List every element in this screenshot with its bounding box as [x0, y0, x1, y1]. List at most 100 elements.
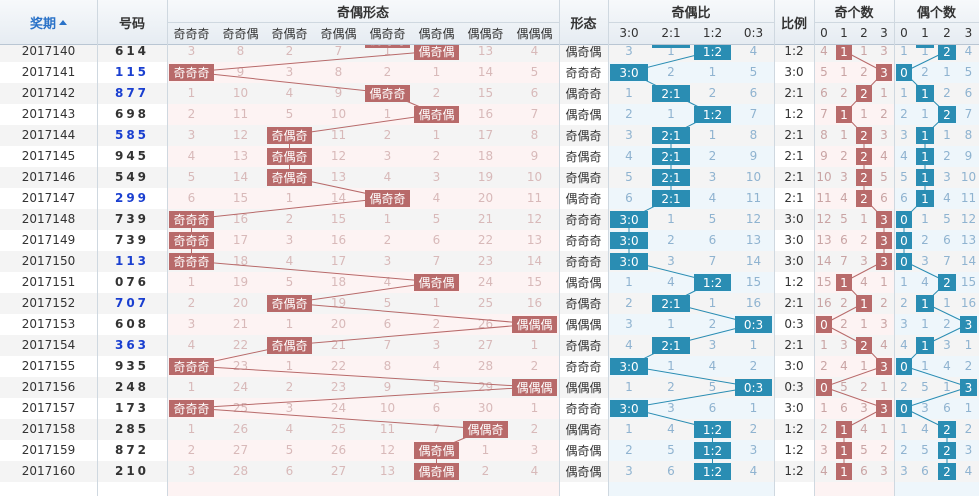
- odd-count-omission: 3: [880, 317, 888, 331]
- even-count-highlight: 2: [938, 274, 956, 291]
- even-count-highlight: 1: [916, 190, 934, 207]
- even-count-omission: 13: [960, 233, 977, 247]
- ratio-omission-value: 4: [667, 422, 675, 436]
- odd-count-omission: 5: [880, 170, 888, 184]
- period-cell: 2017151: [21, 275, 76, 289]
- odd-count-omission: 1: [860, 359, 868, 373]
- omission-value: 21: [330, 338, 347, 352]
- odd-count-omission: 1: [880, 86, 888, 100]
- omission-value: 9: [236, 65, 245, 79]
- odd-count-highlight: 3: [876, 358, 892, 375]
- period-cell: 2017146: [21, 170, 76, 184]
- omission-value: 1: [285, 359, 294, 373]
- omission-value: 4: [383, 275, 392, 289]
- ratio-omission-value: 1: [625, 86, 633, 100]
- ratio-omission-value: 6: [667, 464, 675, 478]
- ratio-omission-value: 2: [749, 359, 758, 373]
- table-row: 2017159 872 2 27 5 26 12 1 3 偶奇偶 2 5 3 1:2 3 5 2 2 5 3: [0, 440, 979, 461]
- ratio-omission-value: 6: [708, 401, 717, 415]
- draw-number-cell: 549: [114, 170, 150, 184]
- odd-count-omission: 4: [820, 44, 828, 58]
- omission-value: 3: [187, 464, 196, 478]
- ratio-omission-value: 7: [749, 107, 758, 121]
- form-cell: 奇偶奇: [565, 338, 602, 353]
- ratio-highlight: 0:3: [735, 379, 772, 396]
- oe-pattern-highlight: 偶偶偶: [512, 379, 557, 396]
- even-count-omission: 11: [960, 191, 977, 205]
- even-count-highlight: 1: [916, 127, 934, 144]
- bili-cell: 3:0: [784, 359, 804, 373]
- omission-value: 3: [285, 233, 294, 247]
- ratio-col-header: 2:1: [661, 26, 681, 40]
- omission-value: 14: [330, 191, 347, 205]
- odd-count-omission: 2: [820, 422, 828, 436]
- omission-value: 1: [187, 422, 196, 436]
- omission-value: 20: [477, 191, 494, 205]
- omission-value: 19: [232, 275, 249, 289]
- odd-count-highlight: 2: [856, 148, 872, 165]
- period-cell: 2017145: [21, 149, 76, 163]
- omission-value: 30: [477, 401, 494, 415]
- bili-cell: 1:2: [784, 443, 804, 457]
- even-count-highlight: 0: [896, 253, 912, 270]
- omission-value: 13: [526, 233, 543, 247]
- ratio-omission-value: 2: [625, 107, 633, 121]
- draw-number-cell: 210: [114, 464, 150, 478]
- ratio-omission-value: 14: [745, 254, 762, 268]
- even-count-omission: 1: [943, 296, 951, 310]
- odd-count-omission: 3: [840, 170, 848, 184]
- omission-value: 24: [477, 275, 494, 289]
- odd-count-omission: 2: [840, 86, 848, 100]
- bili-cell: 2:1: [784, 86, 804, 100]
- ratio-highlight: 0:3: [735, 316, 772, 333]
- even-count-omission: 6: [900, 191, 908, 205]
- ratio-highlight: 2:1: [652, 169, 690, 186]
- odd-count-omission: 1: [840, 128, 848, 142]
- sort-period-header[interactable]: 奖期: [0, 0, 97, 44]
- omission-value: 16: [477, 107, 494, 121]
- omission-value: 15: [526, 275, 543, 289]
- odd-count-omission: 3: [860, 401, 868, 415]
- even-count-highlight: 2: [938, 43, 956, 60]
- even-count-col-header: 0: [900, 26, 908, 40]
- odd-count-highlight: 1: [836, 463, 852, 480]
- table-row: 2017150 113 18 4 17 3 7 23 14 奇奇奇 3 7 14 3:0 14 7 3 3 7 14: [0, 250, 979, 272]
- odd-count-omission: 3: [880, 464, 888, 478]
- omission-value: 22: [232, 338, 249, 352]
- column-divider: [559, 0, 560, 496]
- omission-value: 10: [330, 107, 347, 121]
- even-count-omission: 2: [943, 149, 951, 163]
- odd-count-omission: 2: [880, 443, 888, 457]
- bili-cell: 1:2: [784, 275, 804, 289]
- omission-value: 2: [481, 464, 490, 478]
- even-count-omission: 3: [900, 464, 908, 478]
- omission-value: 1: [432, 296, 441, 310]
- omission-value: 4: [383, 170, 392, 184]
- ratio-highlight: 2:1: [652, 85, 690, 102]
- period-cell: 2017140: [21, 44, 76, 58]
- omission-value: 5: [432, 380, 441, 394]
- table-row: 2017154 363 4 22 21 7 3 27 1 奇偶奇 4 3 1 2:1 1 3 4 4 3 1: [0, 334, 979, 356]
- even-count-omission: 3: [943, 170, 951, 184]
- ratio-highlight: 2:1: [652, 190, 690, 207]
- omission-value: 10: [526, 170, 543, 184]
- ratio-col-header: 0:3: [743, 26, 764, 40]
- ratio-omission-value: 3: [667, 401, 675, 415]
- ratio-omission-value: 2: [625, 443, 633, 457]
- omission-value: 18: [330, 275, 347, 289]
- omission-value: 2: [285, 212, 294, 226]
- omission-value: 3: [383, 254, 392, 268]
- table-row: 2017149 739 17 3 16 2 6 22 13 奇奇奇 2 6 13 3:0 13 6 2 2 6 13: [0, 230, 979, 251]
- omission-value: 19: [477, 170, 494, 184]
- odd-count-col-header: 0: [820, 26, 828, 40]
- bili-cell: 1:2: [784, 422, 804, 436]
- omission-value: 17: [330, 254, 347, 268]
- omission-value: 1: [432, 65, 441, 79]
- even-count-col-header: 3: [964, 26, 973, 40]
- odd-count-omission: 2: [860, 233, 868, 247]
- even-count-omission: 2: [921, 65, 929, 79]
- period-cell: 2017160: [21, 464, 76, 478]
- even-count-highlight: 0: [896, 358, 912, 375]
- odd-count-highlight: 1: [836, 421, 852, 438]
- bili-cell: 0:3: [784, 317, 804, 331]
